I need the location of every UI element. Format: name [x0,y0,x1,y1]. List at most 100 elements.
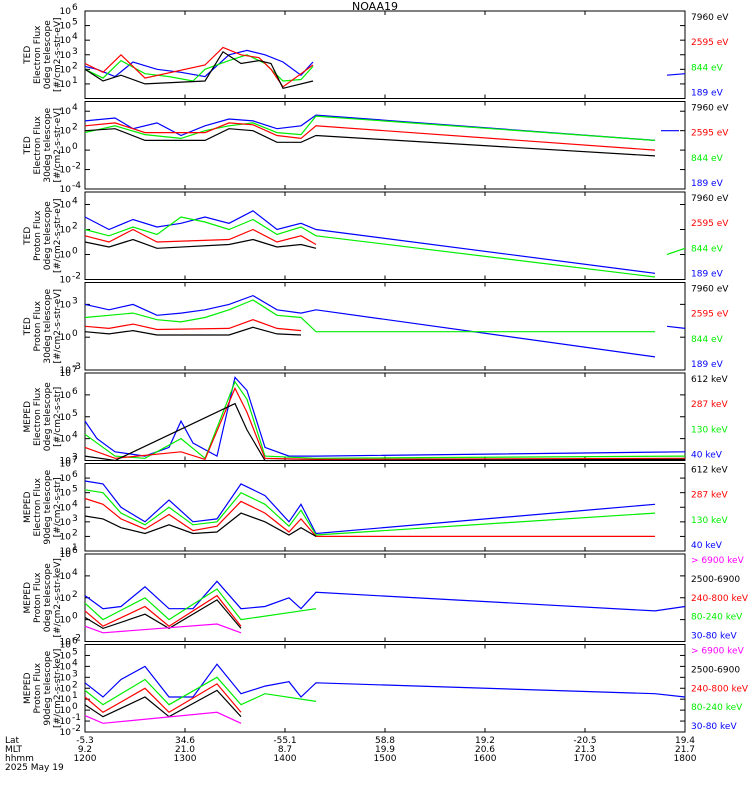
y-tick-exponent: 0 [72,329,78,339]
y-tick-label: 10 [60,80,72,90]
axis-row-value: 1300 [174,754,197,764]
y-tick-label: 10 [60,460,72,470]
y-tick-exponent: 3 [72,47,78,57]
y-tick-exponent: 6 [72,470,78,480]
legend-entry: 2500-6900 [691,575,740,585]
axis-row-value: -5.3 [76,736,94,746]
y-tick-label: 10 [60,36,72,46]
legend-entry: 7960 eV [691,194,729,204]
y-tick-exponent: 4 [72,431,78,441]
legend-entry: 240-800 keV [691,684,749,694]
axis-row-value: 34.6 [175,736,195,746]
legend-entry: 189 eV [691,270,724,280]
y-axis-label: Electron Flux [33,387,43,446]
y-tick-label: 10 [60,572,72,582]
axis-row-value: 58.8 [375,736,395,746]
y-tick-exponent: 1 [72,543,78,553]
y-tick-label: 10 [60,369,72,379]
y-axis-label: [#/cm2-s-str] [53,387,63,447]
series-line [666,325,686,329]
y-tick-exponent: 5 [72,647,78,657]
panel-frame [84,10,686,99]
y-tick-label: 10 [60,489,72,499]
series-line [84,623,242,634]
y-tick-label: 10 [60,166,72,176]
y-tick-label: 10 [60,594,72,604]
axis-row-label: Lat [5,736,20,746]
legend-entry: 287 keV [691,400,728,410]
legend-entry: 612 keV [691,466,728,476]
legend-entry: 2500-6900 [691,665,740,675]
axis-row-value: 1700 [574,754,597,764]
y-axis-label: Proton Flux [33,572,43,623]
series-line [84,122,656,151]
y-tick-exponent: 2 [72,222,78,232]
y-tick-exponent: 5 [72,18,78,28]
y-axis-label: Electron Flux [33,115,43,174]
legend-entry: 7960 eV [691,104,729,114]
legend-entry: 30-80 keV [691,632,737,642]
legend-entry: 844 eV [691,63,724,73]
axis-row-value: 19.2 [475,736,495,746]
series-line [84,376,686,458]
y-axis-label: MEPED [23,672,33,704]
y-tick-exponent: 7 [72,456,78,466]
y-axis-label: MEPED [23,582,33,614]
y-tick-label: 10 [60,146,72,156]
legend-entry: 80-240 keV [691,613,743,623]
y-tick-exponent: 4 [72,197,78,207]
y-tick-label: 10 [60,127,72,137]
y-tick-exponent: -4 [72,181,81,191]
legend-entry: 7960 eV [691,285,729,295]
axis-row-value: 1400 [274,754,297,764]
y-tick-label: 10 [60,226,72,236]
series-line [84,54,314,82]
legend-entry: 30-80 keV [691,722,737,732]
y-tick-label: 10 [60,51,72,61]
axis-row-label: hhmm [5,754,34,764]
series-line [84,594,242,627]
y-tick-label: 10 [60,457,72,467]
legend-entry: 189 eV [691,89,724,99]
series-line [84,386,686,461]
y-axis-label: Proton Flux [33,300,43,351]
legend-entry: 2595 eV [691,219,729,229]
y-tick-exponent: -2 [72,272,81,282]
series-line [84,676,317,706]
legend-entry: 240-800 keV [691,594,749,604]
y-tick-label: 10 [60,547,72,557]
legend-entry: 80-240 keV [691,703,743,713]
series-line [84,480,656,535]
series-line [84,114,656,141]
series-line [84,689,242,718]
series-line [84,216,656,278]
series-line [84,46,314,88]
y-axis-label: MEPED [23,491,33,523]
legend-entry: 189 eV [691,360,724,370]
y-tick-exponent: 0 [72,247,78,257]
y-tick-label: 10 [60,413,72,423]
series-line [84,380,686,460]
series-line [84,319,302,332]
y-tick-exponent: 4 [72,658,78,668]
series-line [84,299,655,333]
y-tick-label: 10 [60,651,72,661]
y-axis-label: 30deg telescope [43,107,53,182]
y-tick-label: 10 [60,107,72,117]
axis-row-value: 21.0 [175,745,195,755]
y-tick-label: 10 [60,185,72,195]
legend-entry: 844 eV [691,154,724,164]
y-axis-label: Proton Flux [33,210,43,261]
series-line [84,711,242,724]
legend-entry: 189 eV [691,179,724,189]
y-tick-exponent: 1 [72,691,78,701]
axis-row-value: 19.4 [675,736,695,746]
y-axis-label: Electron Flux [33,477,43,536]
y-axis-label: Electron Flux [33,25,43,84]
y-tick-label: 10 [60,503,72,513]
axis-row-value: 8.7 [278,745,292,755]
y-tick-label: 10 [60,22,72,32]
y-tick-exponent: 6 [72,387,78,397]
y-axis-label: MEPED [23,401,33,433]
series-line [84,210,656,274]
